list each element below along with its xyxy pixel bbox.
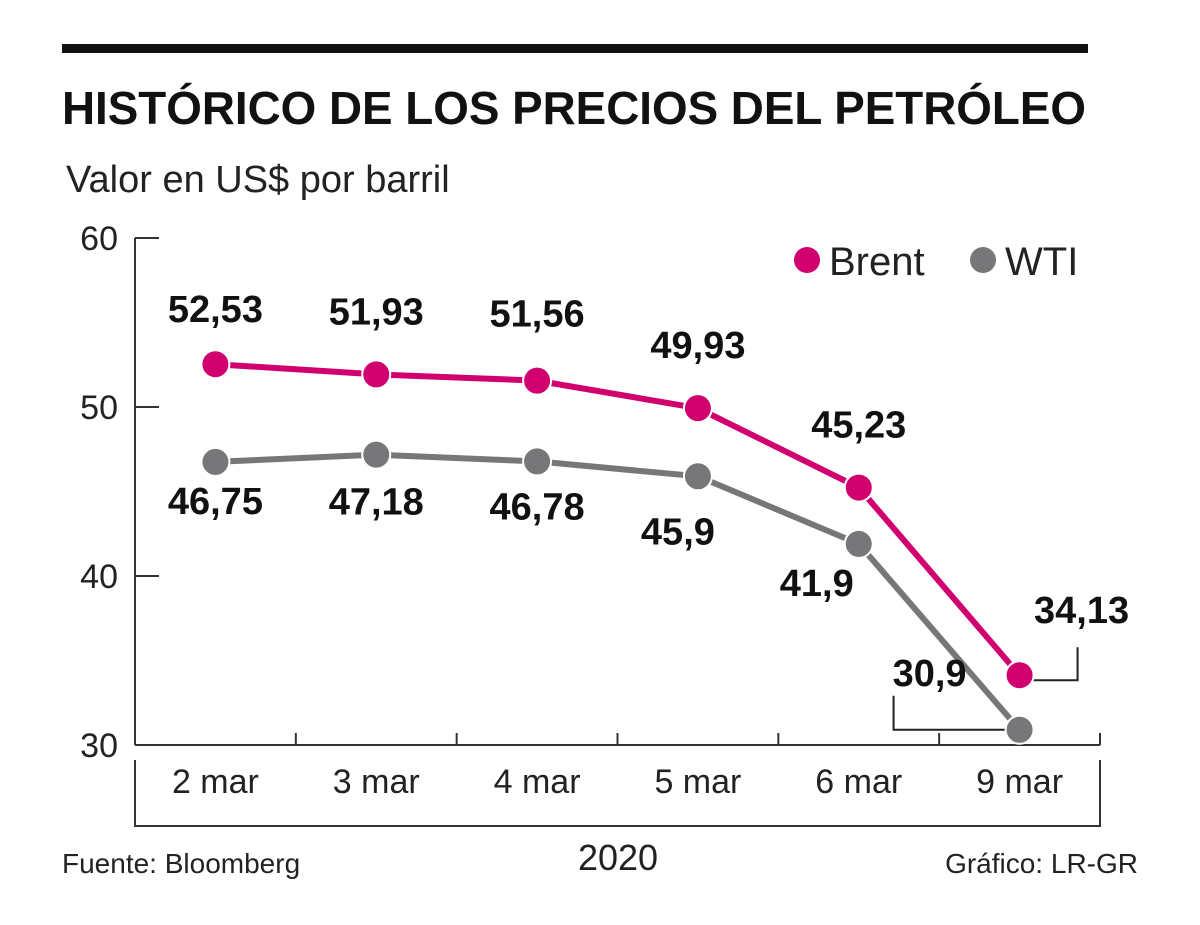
data-label-brent-2-mar: 52,53 [168,289,263,331]
axes: 30 40 50 60 2 mar 3 mar 4 mar 5 mar 6 mar 9 mar [80,220,1101,827]
legend-label-brent: Brent [829,240,925,284]
point-wti-6-mar [843,528,874,559]
y-tick-label-40: 40 [80,558,118,596]
label-leaders [892,647,1079,731]
data-label-brent-9-mar: 34,13 [1034,590,1129,632]
point-wti-5-mar [682,461,713,492]
data-label-wti-3-mar: 47,18 [329,482,424,524]
series-lines [212,361,1023,733]
x-tick-label-5-mar: 5 mar [654,763,741,801]
data-label-wti-6-mar: 41,9 [780,563,854,605]
leader-wti-9-mar [892,695,1006,731]
x-tick-label-4-mar: 4 mar [494,763,581,801]
y-tick-label-30: 30 [80,727,118,765]
data-label-wti-4-mar: 46,78 [490,486,585,528]
point-brent-2-mar [200,349,231,380]
point-brent-5-mar [682,393,713,424]
point-brent-6-mar [843,472,874,503]
chart-subtitle: Valor en US$ por barril [66,159,450,201]
point-brent-3-mar [361,359,392,390]
legend-label-wti: WTI [1005,240,1078,284]
x-axis-title: 2020 [578,837,658,878]
legend-marker-wti [970,247,996,273]
year-bracket [134,760,1101,827]
y-tick-label-50: 50 [80,389,118,427]
x-tick-label-6-mar: 6 mar [815,763,902,801]
data-label-brent-3-mar: 51,93 [329,291,424,333]
point-wti-2-mar [200,446,231,477]
source-note: Fuente: Bloomberg [62,848,300,879]
legend-marker-brent [794,247,820,273]
data-label-brent-4-mar: 51,56 [490,294,585,336]
data-labels: 52,53 51,93 51,56 49,93 45,23 34,13 46,75 47,18… [168,289,1129,695]
data-label-wti-5-mar: 45,9 [641,511,715,553]
x-tick-label-3-mar: 3 mar [333,763,420,801]
data-label-wti-9-mar: 30,9 [893,653,967,695]
line-brent [212,361,1023,679]
line-wti [212,451,1023,733]
leader-brent-9-mar [1033,647,1079,682]
legend: Brent WTI [794,240,1078,284]
y-tick-label-60: 60 [80,220,118,258]
graphic-credit: Gráfico: LR-GR [945,848,1138,879]
point-brent-9-mar [1004,660,1035,691]
point-brent-4-mar [522,365,553,396]
data-label-brent-6-mar: 45,23 [811,405,906,447]
x-tick-label-2-mar: 2 mar [172,763,259,801]
chart-title: HISTÓRICO DE LOS PRECIOS DEL PETRÓLEO [62,82,1086,134]
point-wti-4-mar [522,446,553,477]
point-wti-9-mar [1004,714,1035,745]
data-label-wti-2-mar: 46,75 [168,481,263,523]
x-tick-label-9-mar: 9 mar [976,763,1063,801]
top-rule [62,44,1088,53]
point-wti-3-mar [361,439,392,470]
series-markers [200,349,1035,745]
data-label-brent-5-mar: 49,93 [650,325,745,367]
